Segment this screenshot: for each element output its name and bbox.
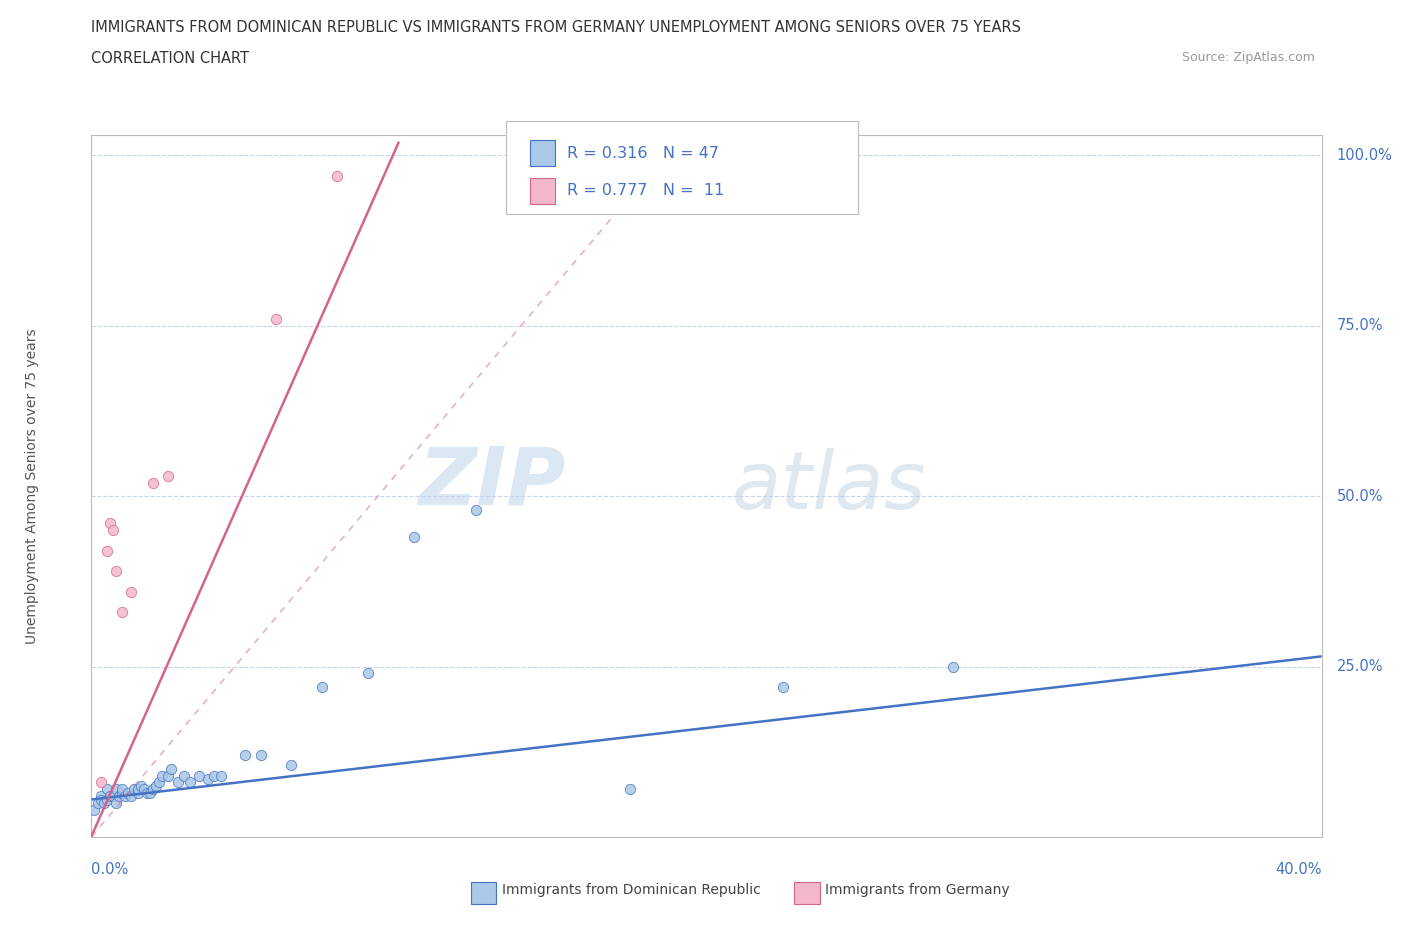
- Point: [249, 748, 271, 763]
- Point: [202, 768, 225, 783]
- Point: [96, 782, 118, 797]
- Point: [127, 782, 149, 797]
- Point: [105, 782, 127, 797]
- Point: [111, 782, 134, 797]
- Point: [98, 516, 121, 531]
- Point: [619, 782, 641, 797]
- Point: [98, 789, 121, 804]
- Point: [127, 785, 149, 800]
- Point: [404, 529, 426, 544]
- Text: Immigrants from Dominican Republic: Immigrants from Dominican Republic: [502, 883, 761, 897]
- Point: [942, 659, 965, 674]
- Point: [264, 312, 287, 326]
- Point: [111, 785, 134, 800]
- Point: [114, 789, 136, 804]
- Point: [124, 782, 146, 797]
- Point: [129, 778, 152, 793]
- Point: [142, 782, 165, 797]
- Text: atlas: atlas: [733, 448, 927, 526]
- Point: [96, 543, 118, 558]
- Point: [111, 604, 134, 619]
- Point: [209, 768, 232, 783]
- Point: [188, 768, 211, 783]
- Point: [166, 775, 188, 790]
- Point: [326, 168, 349, 183]
- Point: [179, 775, 201, 790]
- Point: [464, 502, 486, 517]
- Point: [101, 789, 124, 804]
- Point: [145, 778, 167, 793]
- Point: [772, 680, 794, 695]
- Text: IMMIGRANTS FROM DOMINICAN REPUBLIC VS IMMIGRANTS FROM GERMANY UNEMPLOYMENT AMONG: IMMIGRANTS FROM DOMINICAN REPUBLIC VS IM…: [91, 20, 1021, 35]
- Point: [90, 789, 112, 804]
- Text: R = 0.777   N =  11: R = 0.777 N = 11: [567, 183, 724, 198]
- Point: [96, 792, 118, 807]
- Point: [280, 758, 302, 773]
- Point: [108, 789, 131, 804]
- Point: [233, 748, 256, 763]
- Text: 25.0%: 25.0%: [1336, 659, 1384, 674]
- Point: [101, 523, 124, 538]
- Text: Unemployment Among Seniors over 75 years: Unemployment Among Seniors over 75 years: [25, 328, 39, 644]
- Point: [135, 785, 157, 800]
- Point: [357, 666, 380, 681]
- Point: [90, 775, 112, 790]
- Point: [105, 795, 127, 810]
- Point: [120, 584, 142, 599]
- Point: [132, 782, 155, 797]
- Text: R = 0.316   N = 47: R = 0.316 N = 47: [567, 146, 718, 161]
- Point: [83, 803, 105, 817]
- Text: Source: ZipAtlas.com: Source: ZipAtlas.com: [1181, 51, 1315, 64]
- Text: ZIP: ZIP: [418, 444, 565, 522]
- Text: 75.0%: 75.0%: [1336, 318, 1384, 333]
- Text: Immigrants from Germany: Immigrants from Germany: [825, 883, 1010, 897]
- Text: CORRELATION CHART: CORRELATION CHART: [91, 51, 249, 66]
- Point: [197, 772, 219, 787]
- Text: 50.0%: 50.0%: [1336, 488, 1384, 504]
- Point: [157, 768, 180, 783]
- Point: [86, 795, 108, 810]
- Point: [160, 762, 183, 777]
- Point: [311, 680, 333, 695]
- Text: 40.0%: 40.0%: [1275, 861, 1322, 877]
- Text: 100.0%: 100.0%: [1336, 148, 1392, 163]
- Point: [157, 469, 180, 484]
- Point: [105, 564, 127, 578]
- Point: [173, 768, 195, 783]
- Text: 0.0%: 0.0%: [91, 861, 128, 877]
- Point: [93, 795, 115, 810]
- Point: [139, 785, 162, 800]
- Point: [117, 785, 139, 800]
- Point: [148, 775, 170, 790]
- Point: [142, 475, 165, 490]
- Point: [150, 768, 173, 783]
- Point: [90, 792, 112, 807]
- Point: [120, 789, 142, 804]
